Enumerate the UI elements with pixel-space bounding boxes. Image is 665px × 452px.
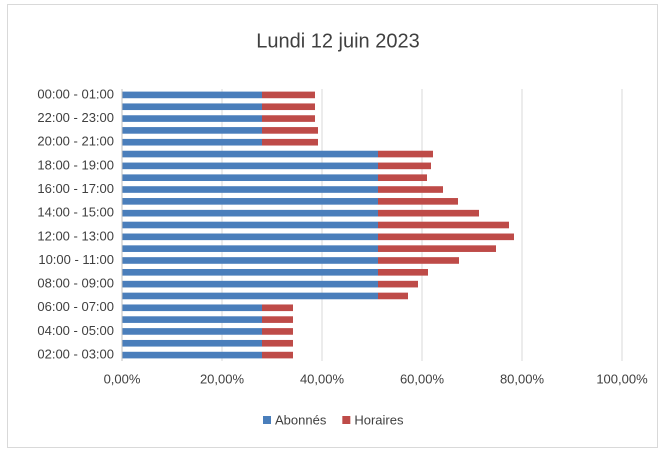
bar-segment	[122, 91, 262, 99]
bar-segment	[122, 257, 378, 264]
bar-segment	[262, 91, 315, 99]
bar-segment	[262, 339, 293, 347]
bar-segment	[378, 174, 427, 182]
y-tick-label: 06:00 - 07:00	[37, 299, 114, 314]
bar-segment	[122, 316, 262, 323]
x-tick-label: 60,00%	[400, 371, 445, 386]
bar-segment	[122, 351, 262, 359]
bar-segment	[378, 245, 496, 252]
bar-segment	[122, 280, 378, 288]
bar-segment	[378, 209, 479, 217]
bar-segment	[122, 328, 262, 335]
bar-segment	[122, 138, 262, 146]
bar-segment	[378, 162, 431, 170]
bar-segment	[122, 221, 378, 229]
bar-segment	[122, 198, 378, 205]
x-tick-label: 40,00%	[300, 371, 345, 386]
bar-segment	[262, 115, 315, 122]
bar-segment	[122, 150, 378, 158]
y-tick-label: 16:00 - 17:00	[37, 181, 114, 196]
x-tick-label: 80,00%	[500, 371, 545, 386]
bar-segment	[122, 233, 378, 241]
y-tick-label: 10:00 - 11:00	[38, 252, 114, 267]
x-tick-label: 0,00%	[104, 371, 141, 386]
bar-segment	[122, 162, 378, 170]
y-tick-label: 12:00 - 13:00	[37, 228, 114, 243]
bar-segment	[262, 328, 293, 335]
bar-segment	[122, 304, 262, 312]
bar-segment	[378, 198, 458, 205]
bar-segment	[122, 268, 378, 276]
y-tick-label: 20:00 - 21:00	[37, 134, 114, 149]
bar-segment	[122, 186, 378, 193]
x-tick-label: 100,00%	[596, 371, 648, 386]
y-tick-label: 00:00 - 01:00	[37, 86, 114, 101]
bar-segment	[378, 221, 509, 229]
y-tick-label: 02:00 - 03:00	[37, 347, 114, 362]
bar-segment	[378, 292, 408, 300]
bar-segment	[122, 115, 262, 122]
bar-segment	[122, 339, 262, 347]
bar-segment	[262, 127, 318, 134]
y-tick-label: 18:00 - 19:00	[37, 157, 114, 172]
bar-segment	[122, 209, 378, 217]
y-tick-label: 08:00 - 09:00	[37, 276, 114, 291]
bar-segment	[262, 103, 315, 111]
legend-swatch	[342, 416, 351, 424]
bar-segment	[378, 186, 443, 193]
bar-segment	[122, 103, 262, 111]
bar-segment	[122, 127, 262, 134]
bar-segment	[378, 233, 514, 241]
bar-segment	[262, 316, 293, 323]
bar-segment	[122, 245, 378, 252]
bar-segment	[122, 174, 378, 182]
y-tick-label: 14:00 - 15:00	[37, 205, 114, 220]
bar-segment	[262, 304, 293, 312]
bar-segment	[262, 138, 318, 146]
bar-segment	[262, 351, 293, 359]
bar-segment	[378, 280, 418, 288]
y-tick-label: 04:00 - 05:00	[37, 323, 114, 338]
chart-title: Lundi 12 juin 2023	[256, 30, 419, 52]
bar-segment	[378, 257, 459, 264]
legend-swatch	[263, 416, 271, 424]
legend-label: Abonnés	[275, 412, 327, 427]
bar-segment	[378, 150, 433, 158]
x-tick-label: 20,00%	[200, 371, 245, 386]
y-tick-label: 22:00 - 23:00	[37, 110, 114, 125]
bar-segment	[378, 268, 428, 276]
bar-segment	[122, 292, 378, 300]
legend-label: Horaires	[354, 412, 404, 427]
